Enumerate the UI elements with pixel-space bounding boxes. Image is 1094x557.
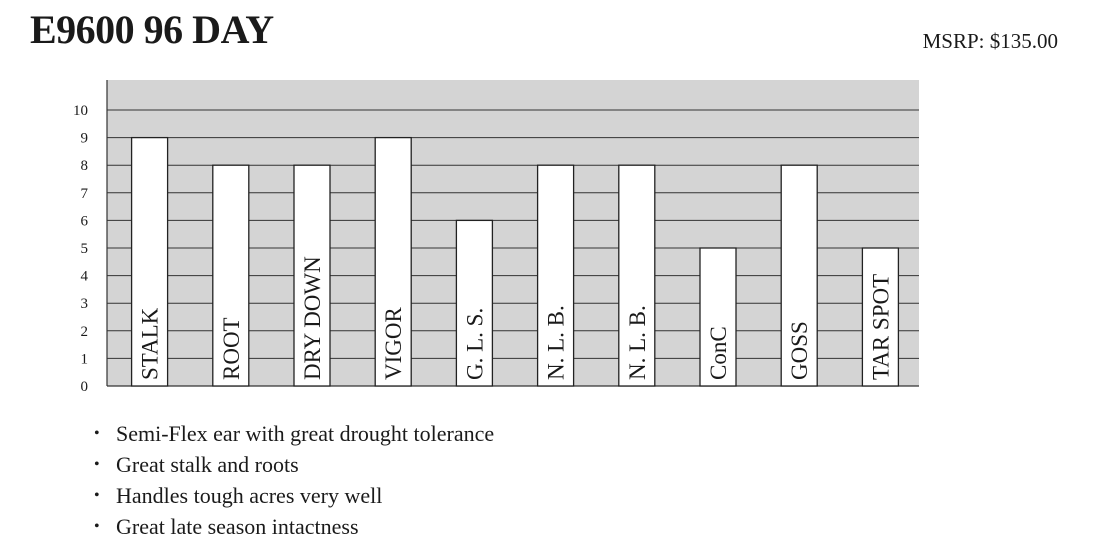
- bar: [780, 164, 818, 387]
- bar-category-label: N. L. B.: [625, 305, 650, 380]
- bar: [861, 247, 900, 387]
- bar-category-label: TAR SPOT: [868, 274, 893, 380]
- bar: [212, 164, 250, 387]
- bar-category-label: DRY DOWN: [300, 256, 325, 380]
- y-tick-label: 4: [81, 269, 89, 285]
- bar-category-label: VIGOR: [381, 307, 406, 380]
- y-tick-label: 3: [81, 296, 89, 312]
- y-tick-label: 10: [73, 103, 88, 119]
- feature-item: Great stalk and roots: [94, 449, 494, 480]
- bar-category-label: G. L. S.: [462, 308, 487, 380]
- y-tick-label: 1: [81, 351, 89, 367]
- y-tick-label: 8: [81, 158, 89, 174]
- bar: [130, 136, 169, 387]
- y-tick-label: 7: [81, 186, 89, 202]
- y-tick-label: 2: [81, 324, 89, 340]
- y-tick-label: 0: [81, 379, 89, 395]
- msrp-price: MSRP: $135.00: [922, 29, 1058, 53]
- bar: [699, 247, 737, 387]
- page-title: E9600 96 DAY: [30, 7, 274, 52]
- bar: [293, 164, 331, 387]
- y-tick-label: 6: [81, 213, 89, 229]
- y-tick-label: 5: [81, 241, 89, 257]
- bar: [374, 136, 412, 387]
- bar-category-label: STALK: [138, 307, 163, 380]
- feature-item: Handles tough acres very well: [94, 480, 494, 511]
- bar-category-label: GOSS: [787, 321, 812, 380]
- feature-item: Semi-Flex ear with great drought toleran…: [94, 418, 494, 449]
- feature-item: Great late season intactness: [94, 511, 494, 542]
- bar: [618, 164, 656, 387]
- bar-category-label: N. L. B.: [544, 305, 569, 380]
- y-tick-label: 9: [81, 131, 89, 147]
- bar: [455, 219, 494, 387]
- bar-category-label: ROOT: [219, 317, 244, 380]
- bar: [536, 164, 575, 387]
- bar-category-label: ConC: [706, 326, 731, 380]
- feature-list: Semi-Flex ear with great drought toleran…: [94, 418, 494, 542]
